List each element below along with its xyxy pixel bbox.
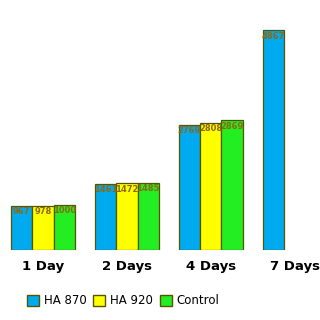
Bar (179, 125, 200, 250)
Text: 1472: 1472 (115, 185, 139, 194)
Text: 1485: 1485 (137, 184, 160, 193)
Bar (54, 204, 75, 250)
Bar (262, 30, 284, 250)
Text: 1000: 1000 (53, 206, 76, 215)
Bar (221, 120, 243, 250)
Text: 2808: 2808 (199, 124, 222, 133)
Text: 1461: 1461 (94, 185, 117, 194)
Text: 4867: 4867 (261, 32, 285, 41)
Bar (200, 123, 221, 250)
Bar (116, 183, 138, 250)
Legend: HA 870, HA 920, Control: HA 870, HA 920, Control (22, 290, 224, 312)
Bar (95, 184, 116, 250)
Text: 2769: 2769 (178, 126, 201, 135)
Text: 2869: 2869 (220, 122, 244, 131)
Bar (32, 205, 54, 250)
Bar (138, 183, 159, 250)
Bar (11, 206, 32, 250)
Text: 978: 978 (34, 207, 52, 216)
Text: 967: 967 (13, 207, 30, 216)
